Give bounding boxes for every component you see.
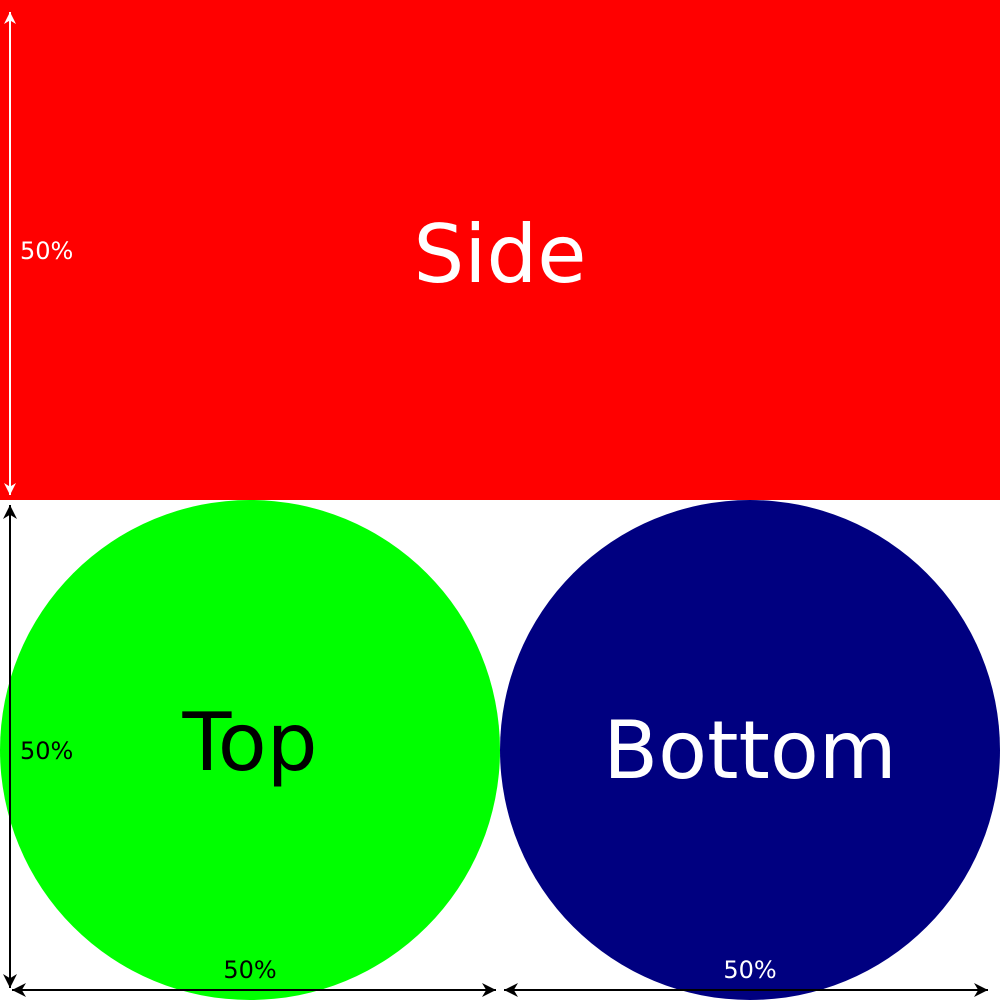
lower-height-label: 50%	[20, 737, 73, 765]
bottom-width-label: 50%	[723, 956, 776, 984]
side-height-label: 50%	[20, 237, 73, 265]
side-panel	[0, 0, 1000, 500]
top-label: Top	[182, 696, 318, 789]
top-circle	[0, 500, 500, 1000]
bottom-circle	[500, 500, 1000, 1000]
top-width-label: 50%	[223, 956, 276, 984]
bottom-label: Bottom	[603, 704, 896, 797]
side-label: Side	[413, 208, 586, 301]
